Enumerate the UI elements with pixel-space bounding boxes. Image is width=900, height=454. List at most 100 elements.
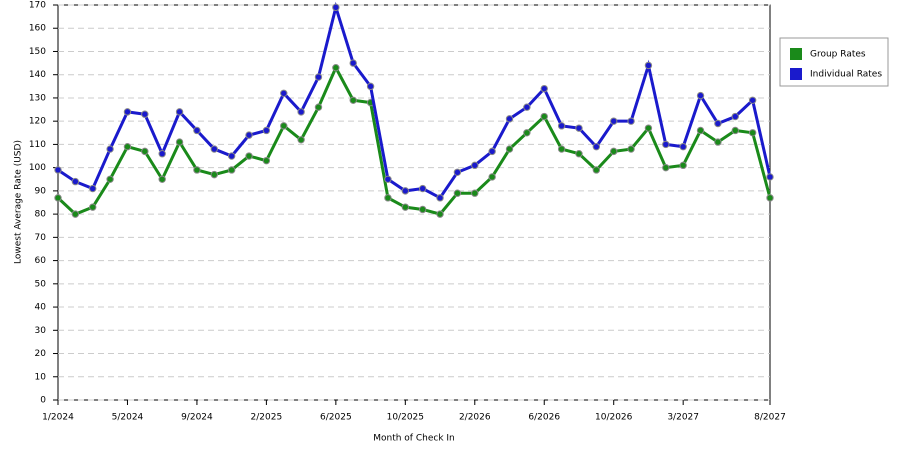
data-point — [123, 108, 132, 116]
data-point — [540, 112, 548, 121]
data-point — [158, 150, 166, 158]
y-axis-title: Lowest Average Rate (USD) — [14, 140, 24, 264]
data-point — [453, 189, 462, 197]
data-point — [679, 143, 687, 151]
data-point — [54, 166, 62, 174]
data-point — [453, 168, 462, 176]
data-point — [505, 145, 514, 153]
x-tick-label: 6/2025 — [320, 413, 352, 423]
data-point — [610, 147, 618, 156]
data-point — [193, 166, 201, 174]
data-point — [696, 91, 705, 100]
data-point — [471, 161, 479, 170]
data-point — [714, 138, 722, 146]
data-point — [662, 140, 670, 149]
y-tick-label: 60 — [35, 256, 47, 266]
data-point — [314, 73, 323, 81]
y-tick-label: 170 — [29, 1, 46, 11]
y-tick-label: 140 — [29, 70, 46, 80]
data-point — [227, 166, 236, 174]
data-point — [575, 150, 583, 158]
data-point — [627, 117, 635, 125]
y-tick-label: 120 — [29, 117, 46, 127]
data-point — [314, 103, 323, 111]
x-tick-label: 2/2025 — [251, 413, 283, 423]
data-point — [210, 145, 218, 153]
data-point — [766, 173, 774, 181]
data-point — [662, 163, 670, 172]
data-point — [644, 124, 653, 132]
data-point — [89, 203, 97, 211]
data-point — [349, 59, 357, 67]
data-point — [766, 194, 774, 202]
data-point — [384, 175, 392, 183]
data-point — [158, 175, 166, 183]
y-tick-label: 150 — [29, 47, 46, 57]
data-point — [731, 112, 739, 121]
data-point — [592, 143, 601, 151]
data-point — [245, 131, 253, 139]
y-tick-label: 20 — [35, 349, 47, 359]
data-point — [245, 152, 253, 160]
data-point — [384, 194, 392, 202]
data-point — [297, 136, 305, 144]
data-point — [210, 170, 218, 179]
data-point — [106, 145, 114, 153]
data-point — [262, 156, 271, 165]
y-tick-label: 130 — [29, 93, 46, 103]
data-point — [488, 173, 496, 181]
legend-label: Group Rates — [810, 50, 866, 60]
data-point — [488, 147, 496, 156]
y-tick-label: 40 — [35, 303, 47, 313]
data-point — [696, 126, 705, 135]
x-axis-title: Month of Check In — [373, 434, 455, 444]
data-point — [418, 205, 427, 214]
x-tick-label: 1/2024 — [42, 413, 74, 423]
y-tick-label: 160 — [29, 24, 46, 34]
legend-swatch — [790, 48, 802, 60]
x-tick-label: 3/2027 — [667, 413, 699, 423]
data-point — [540, 84, 548, 93]
data-point — [227, 152, 236, 160]
data-point — [748, 129, 757, 137]
data-point — [401, 203, 410, 211]
data-point — [471, 189, 479, 197]
data-point — [297, 108, 305, 116]
data-point — [175, 108, 184, 116]
data-point — [175, 138, 184, 146]
data-point — [748, 96, 757, 104]
data-point — [644, 61, 653, 70]
legend-swatch — [790, 68, 802, 80]
data-point — [280, 122, 288, 130]
data-point — [349, 96, 357, 104]
data-point — [575, 124, 583, 132]
y-tick-label: 10 — [35, 372, 47, 382]
legend-label: Individual Rates — [810, 70, 882, 80]
y-tick-label: 70 — [35, 233, 47, 243]
data-point — [557, 145, 566, 153]
x-tick-label: 2/2026 — [459, 413, 491, 423]
data-point — [418, 184, 427, 193]
data-point — [141, 110, 149, 118]
y-tick-label: 30 — [35, 326, 47, 336]
data-point — [262, 126, 271, 135]
y-tick-label: 0 — [40, 396, 46, 406]
series-line — [57, 1, 772, 200]
data-point — [193, 126, 201, 135]
data-point — [505, 115, 514, 123]
data-point — [627, 145, 635, 153]
data-point — [332, 3, 340, 12]
plot-area — [57, 4, 771, 401]
data-point — [89, 184, 97, 193]
y-tick-label: 90 — [35, 186, 47, 196]
y-tick-label: 80 — [35, 210, 47, 220]
data-point — [731, 126, 739, 135]
data-point — [436, 194, 444, 202]
x-tick-label: 5/2024 — [112, 413, 144, 423]
data-point — [123, 143, 132, 151]
data-point — [71, 177, 80, 186]
data-point — [557, 122, 566, 130]
data-point — [54, 194, 62, 202]
data-point — [523, 129, 531, 137]
data-point — [679, 161, 687, 170]
